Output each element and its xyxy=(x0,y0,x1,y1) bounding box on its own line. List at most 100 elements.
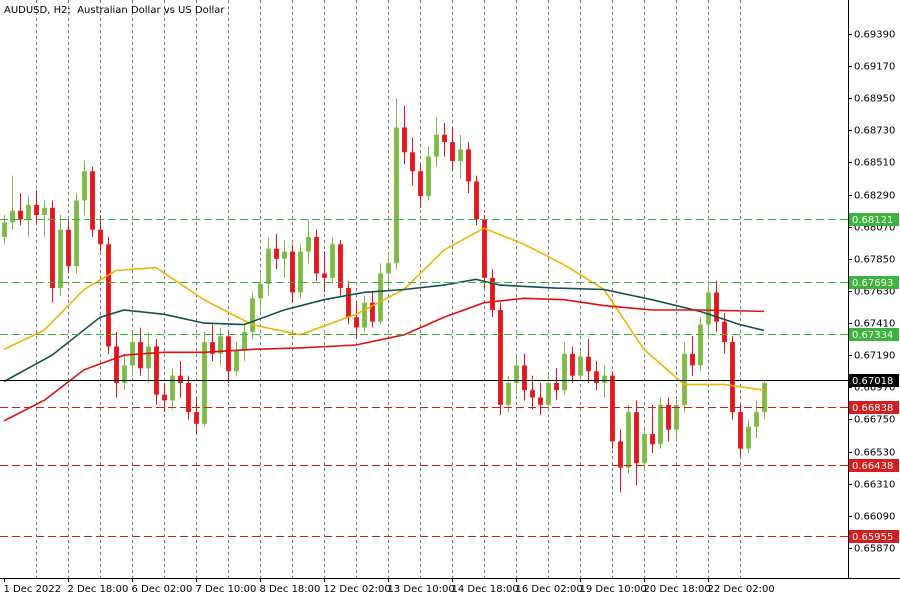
candle-body xyxy=(330,244,335,278)
candle-body xyxy=(394,127,399,264)
candle-body xyxy=(370,302,375,322)
candle-body xyxy=(290,251,295,293)
moving-average-line xyxy=(3,278,765,383)
y-tick-label: 0.65870 xyxy=(854,544,895,555)
candle-body xyxy=(538,397,543,405)
candle-body xyxy=(2,222,7,237)
candle-body xyxy=(338,244,343,289)
candle-body xyxy=(122,365,127,383)
candle-body xyxy=(106,244,111,347)
candle-body xyxy=(266,248,271,284)
candle-body xyxy=(234,350,239,372)
y-tick-label: 0.68950 xyxy=(854,94,895,105)
candle-body xyxy=(466,149,471,182)
x-tick-label: 22 Dec 02:00 xyxy=(708,584,775,595)
price-level-label: 0.68121 xyxy=(852,215,893,226)
candle-body xyxy=(362,302,367,328)
price-level-label: 0.67018 xyxy=(852,376,893,387)
candle-body xyxy=(426,156,431,197)
candle-body xyxy=(418,171,423,197)
y-tick-label: 0.66970 xyxy=(854,383,895,394)
candle-body xyxy=(570,353,575,376)
candle-body xyxy=(146,346,151,369)
y-tick-label: 0.67190 xyxy=(854,351,895,362)
candle-body xyxy=(354,317,359,328)
price-level-box xyxy=(849,459,899,472)
moving-average-line xyxy=(3,297,765,422)
x-tick-label: 14 Dec 18:00 xyxy=(452,584,519,595)
candle-body xyxy=(346,288,351,318)
candle-body xyxy=(410,152,415,172)
candle-body xyxy=(154,346,159,395)
candle-body xyxy=(554,382,559,391)
x-tick-label: 13 Dec 10:00 xyxy=(388,584,455,595)
y-tick-label: 0.68290 xyxy=(854,191,895,202)
candle-body xyxy=(218,336,223,354)
candle-body xyxy=(66,229,71,267)
price-level-label: 0.65955 xyxy=(852,532,893,543)
candle-body xyxy=(714,292,719,322)
candle-body xyxy=(74,200,79,267)
candle-body xyxy=(10,210,15,223)
candle-body xyxy=(186,382,191,413)
candle-body xyxy=(450,142,455,162)
candle-body xyxy=(306,236,311,252)
candle-body xyxy=(442,134,447,143)
candle-body xyxy=(90,171,95,230)
candle-body xyxy=(34,204,39,216)
price-level-box xyxy=(849,374,899,387)
x-tick-label: 6 Dec 02:00 xyxy=(132,584,193,595)
candle-body xyxy=(650,434,655,445)
y-tick-label: 0.66310 xyxy=(854,480,895,491)
candle-body xyxy=(674,404,679,430)
candle-body xyxy=(586,356,591,372)
candle-body xyxy=(170,375,175,401)
candle-body xyxy=(562,353,567,391)
candle-body xyxy=(634,412,639,464)
candle-body xyxy=(618,441,623,468)
y-tick-label: 0.66090 xyxy=(854,512,895,523)
candle-body xyxy=(474,181,479,220)
candle-body xyxy=(498,309,503,405)
x-tick-label: 19 Dec 10:00 xyxy=(580,584,647,595)
price-level-label: 0.67693 xyxy=(852,278,893,289)
candle-body xyxy=(706,292,711,325)
candle-body xyxy=(258,283,263,299)
candle-body xyxy=(762,382,767,413)
y-tick-label: 0.67630 xyxy=(854,287,895,298)
candle-body xyxy=(202,342,207,424)
price-level-box xyxy=(849,213,899,226)
plot xyxy=(0,98,848,537)
candle-body xyxy=(602,375,607,383)
candle-body xyxy=(610,375,615,442)
candle-body xyxy=(514,365,519,383)
x-tick-label: 12 Dec 02:00 xyxy=(324,584,391,595)
candle-body xyxy=(250,298,255,332)
axes: 0.69390 0.69170 0.68950 0.68730 0.68510 0.682… xyxy=(4,30,899,595)
x-tick-label: 8 Dec 18:00 xyxy=(260,584,321,595)
price-level-label: 0.66838 xyxy=(852,403,893,414)
price-level-box xyxy=(849,401,899,414)
y-tick-label: 0.68070 xyxy=(854,223,895,234)
candle-body xyxy=(386,263,391,274)
candle-body xyxy=(210,342,215,354)
candle-body xyxy=(530,390,535,398)
y-tick-label: 0.69170 xyxy=(854,62,895,73)
candle-body xyxy=(738,412,743,449)
candle-body xyxy=(626,412,631,468)
candle-body xyxy=(402,127,407,153)
candle-body xyxy=(490,277,495,310)
candle-body xyxy=(282,251,287,259)
candle-body xyxy=(18,210,23,220)
y-tick-label: 0.66530 xyxy=(854,448,895,459)
x-tick-label: 1 Dec 2022 xyxy=(4,584,62,595)
x-tick-label: 16 Dec 02:00 xyxy=(516,584,583,595)
candle-body xyxy=(98,229,103,245)
candle-body xyxy=(658,404,663,445)
candle-body xyxy=(298,251,303,293)
y-tick-label: 0.68730 xyxy=(854,126,895,137)
candle-body xyxy=(722,321,727,343)
candle-body xyxy=(162,394,167,401)
